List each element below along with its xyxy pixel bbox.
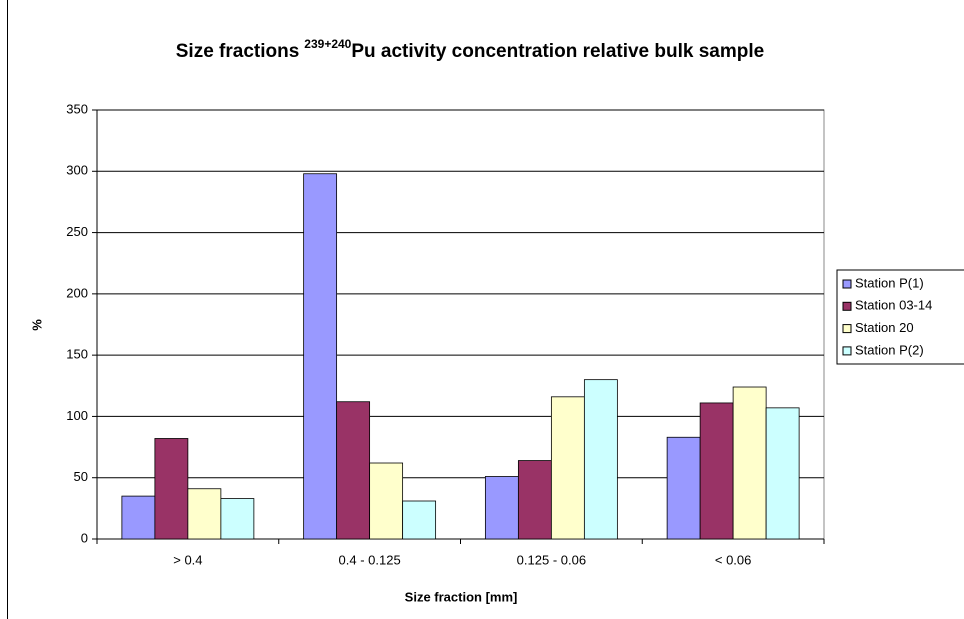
bar: [517, 460, 552, 540]
legend-swatch: [842, 346, 852, 356]
x-tick-label: 0.125 - 0.06: [517, 552, 586, 567]
x-tick-label: > 0.4: [173, 552, 202, 567]
bar: [699, 402, 734, 540]
y-tick-label: 200: [66, 285, 88, 300]
bar: [583, 379, 618, 540]
y-tick-label: 250: [66, 224, 88, 239]
title-rest: Pu activity concentration relative bulk …: [351, 41, 764, 62]
bar: [154, 438, 189, 540]
legend-label: Station 20: [855, 320, 914, 335]
y-tick-label: 150: [66, 347, 88, 362]
legend-swatch: [842, 301, 852, 311]
bar: [732, 386, 767, 540]
title-text: Size fractions: [176, 41, 300, 62]
bar: [402, 500, 437, 540]
y-tick-label: 350: [66, 101, 88, 116]
x-tick-label: 0.4 - 0.125: [339, 552, 401, 567]
legend-swatch: [842, 279, 852, 289]
bar: [220, 498, 255, 540]
y-tick-label: 300: [66, 163, 88, 178]
x-tick-label: < 0.06: [715, 552, 752, 567]
bar: [666, 436, 701, 540]
legend-label: Station P(1): [855, 275, 924, 290]
x-axis-label: Size fraction [mm]: [405, 589, 518, 604]
y-tick-label: 100: [66, 408, 88, 423]
bar: [303, 173, 338, 540]
legend-swatch: [842, 324, 852, 334]
bar: [336, 401, 371, 540]
y-tick-label: 0: [81, 530, 88, 545]
legend-box: [836, 269, 964, 365]
chart-title: Size fractions 239+240Pu activity concent…: [176, 37, 764, 62]
y-tick-label: 50: [74, 469, 88, 484]
y-axis-label: %: [29, 319, 44, 331]
bar: [369, 462, 404, 540]
bar: [121, 495, 156, 540]
legend-label: Station P(2): [855, 342, 924, 357]
title-superscript: 239+240: [304, 37, 351, 51]
bar: [484, 476, 519, 540]
legend-label: Station 03-14: [855, 298, 932, 313]
bar: [765, 407, 800, 540]
bar: [550, 396, 585, 540]
bar: [187, 488, 222, 540]
